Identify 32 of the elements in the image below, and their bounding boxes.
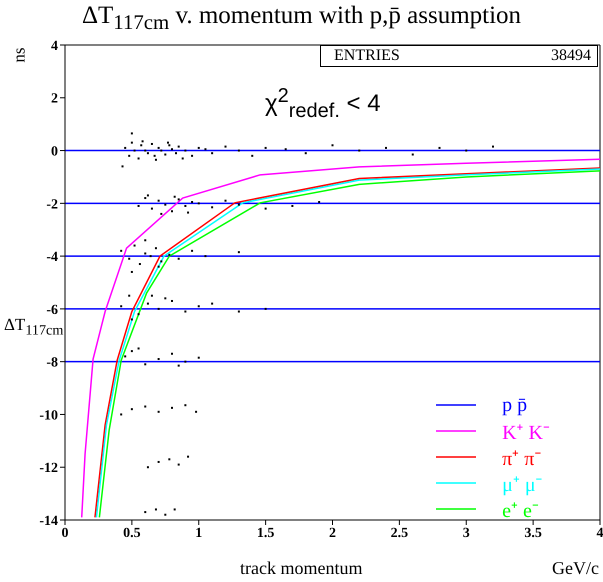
y-tick-label: -2 (46, 197, 58, 212)
y-tick-label: -14 (39, 514, 58, 529)
y-tick-label: -6 (46, 302, 58, 318)
y-tick-label: 2 (51, 92, 58, 107)
annotation: ENTRIES (334, 47, 400, 65)
x-tick-label: 1 (195, 526, 202, 541)
x-tick-label: 0 (62, 526, 68, 541)
x-tick-label: 1.5 (256, 526, 274, 541)
text: GeV/c (552, 558, 599, 579)
y-tick-label: -4 (46, 250, 58, 266)
text: ns (10, 47, 30, 63)
y-tick-label: 4 (51, 38, 58, 54)
legend-label: π⁺ π⁻ (502, 446, 542, 470)
x-tick-label: 0.5 (123, 526, 141, 541)
x-tick-label: 3.5 (524, 526, 542, 541)
legend-label: e⁺ e⁻ (502, 498, 539, 522)
x-tick-label: 2 (329, 526, 336, 541)
y-tick-label: -12 (39, 461, 58, 476)
legend-label: p p̄ (502, 394, 528, 416)
legend-label: K⁺ K⁻ (502, 420, 550, 444)
legend-label: μ⁺ μ⁻ (502, 472, 543, 496)
y-tick-label: 0 (51, 144, 58, 160)
x-tick-label: 3 (462, 526, 470, 541)
y-axis-title: ΔT$_{117cm}$ (4, 315, 64, 338)
x-axis-title: track momentum (240, 558, 362, 579)
y-tick-label: -8 (46, 356, 58, 371)
x-tick-label: 2.5 (390, 526, 408, 541)
annotation: χ$^{2}$$_{redef.}$ < 4 (265, 85, 381, 123)
y-tick-label: -10 (39, 408, 58, 424)
x-tick-label: 4 (596, 526, 603, 541)
annotation: 38494 (551, 47, 591, 65)
chart-title: ΔT$_{117cm}$ v. momentum with p,p̄ assumption (80, 2, 522, 35)
